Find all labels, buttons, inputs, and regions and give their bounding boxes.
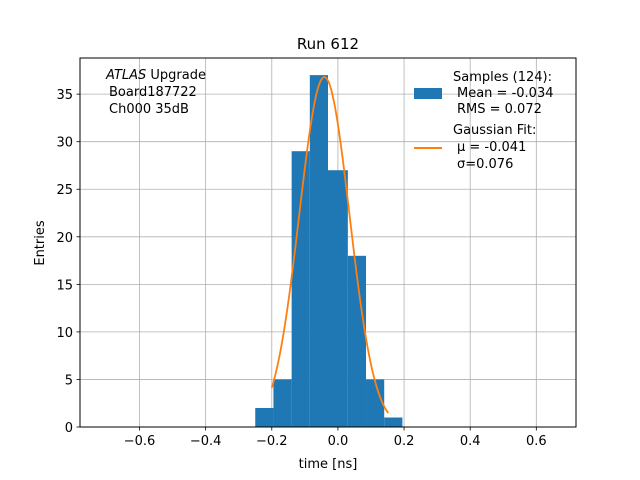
- y-tick-label: 35: [56, 88, 73, 103]
- annotation-line-3: Ch000 35dB: [109, 102, 189, 117]
- legend-samples-line-3: RMS = 0.072: [457, 102, 542, 117]
- legend-fit-line-2: μ = -0.041: [457, 140, 526, 155]
- annotation-upgrade: Upgrade: [146, 68, 206, 83]
- histogram-bar: [309, 75, 328, 427]
- y-tick-label: 5: [65, 373, 73, 388]
- annotation-atlas: ATLAS: [105, 68, 146, 83]
- fit-curve: [270, 76, 389, 414]
- y-tick-label: 20: [56, 231, 73, 246]
- gaussian-fit: [270, 76, 389, 414]
- chart-title: Run 612: [297, 35, 359, 53]
- axes-frame: [79, 57, 577, 428]
- legend-swatch-samples: [414, 88, 442, 99]
- histogram-bars: [255, 75, 403, 427]
- x-tick-label: 0.2: [394, 434, 415, 449]
- histogram-bar: [273, 379, 292, 427]
- x-tick-label: −0.4: [190, 434, 222, 449]
- x-ticks: −0.6 −0.4 −0.2 0.0 0.2 0.4 0.6: [124, 427, 547, 449]
- x-tick-label: 0.6: [526, 434, 547, 449]
- histogram-bar: [291, 151, 310, 427]
- plot-area: −0.6 −0.4 −0.2 0.0 0.2 0.4 0.6 0 5 10 15 20 25 30 35: [56, 57, 577, 449]
- legend-samples-line-1: Samples (124):: [453, 70, 552, 85]
- atlas-annotation: ATLAS Upgrade Board187722 Ch000 35dB: [105, 68, 206, 117]
- y-tick-label: 15: [56, 278, 73, 293]
- legend: Samples (124): Mean = -0.034 RMS = 0.072…: [414, 70, 553, 172]
- histogram-bar: [255, 407, 274, 427]
- annotation-line-1: ATLAS Upgrade: [105, 68, 206, 83]
- y-tick-label: 25: [56, 183, 73, 198]
- annotation-line-2: Board187722: [109, 85, 197, 100]
- y-tick-label: 10: [56, 326, 73, 341]
- y-tick-label: 0: [65, 421, 73, 436]
- x-tick-label: −0.2: [256, 434, 288, 449]
- histogram-bar: [328, 170, 348, 427]
- histogram-bar: [366, 379, 385, 427]
- y-ticks: 0 5 10 15 20 25 30 35: [56, 88, 80, 436]
- histogram-bar: [384, 417, 403, 427]
- x-tick-label: 0.0: [328, 434, 349, 449]
- legend-samples-line-2: Mean = -0.034: [457, 86, 553, 101]
- x-axis-label: time [ns]: [299, 457, 358, 472]
- legend-fit-line-1: Gaussian Fit:: [453, 123, 536, 138]
- y-axis-label: Entries: [33, 220, 48, 266]
- histogram-bar: [347, 255, 367, 427]
- y-tick-label: 30: [56, 136, 73, 151]
- x-tick-label: 0.4: [460, 434, 481, 449]
- legend-fit-line-3: σ=0.076: [457, 157, 513, 172]
- x-tick-label: −0.6: [124, 434, 156, 449]
